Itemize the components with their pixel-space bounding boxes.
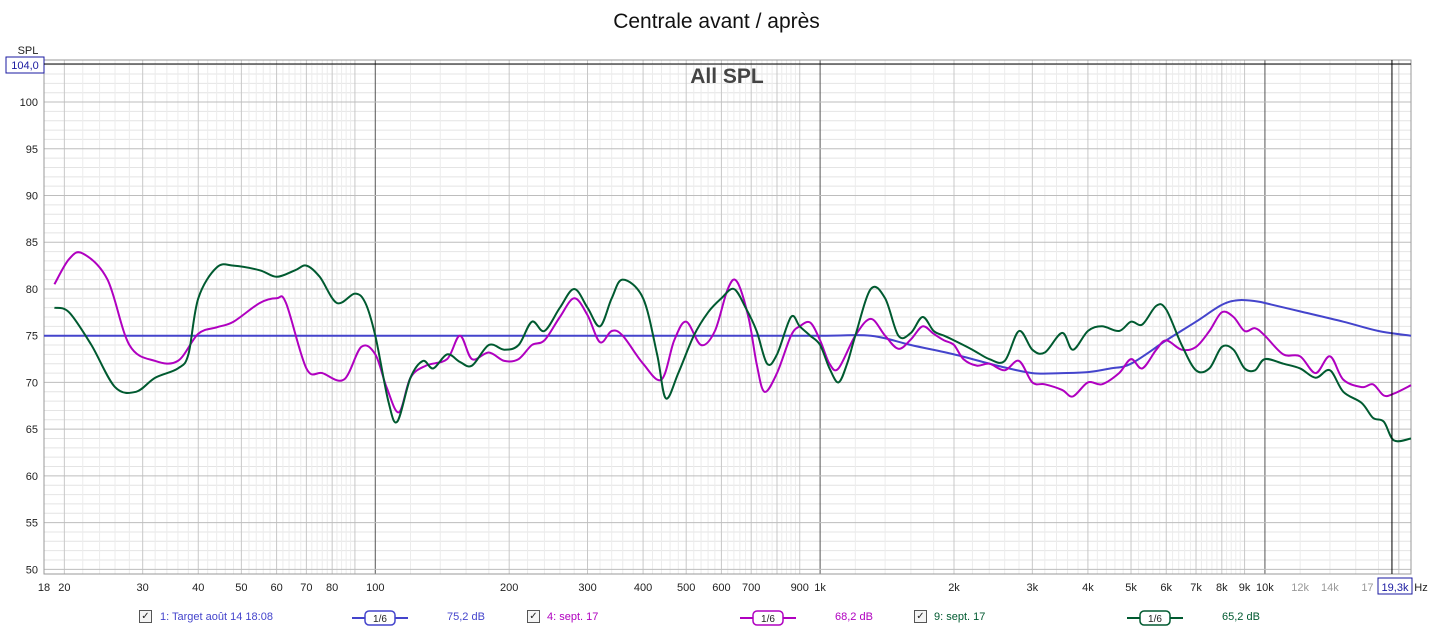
x-tick-label: 7k xyxy=(1190,582,1202,594)
frequency-grid xyxy=(63,60,1400,574)
series-3-smoothing: 1/6 xyxy=(1148,614,1162,625)
x-tick-label: 17 xyxy=(1361,582,1373,594)
x-cursor-value: 19,3k xyxy=(1382,582,1409,594)
y-tick-label: 100 xyxy=(20,97,38,109)
y-tick-label: 50 xyxy=(26,564,38,576)
x-tick-label: 400 xyxy=(634,582,652,594)
series-1-checkbox[interactable]: ✓ xyxy=(139,610,152,623)
x-tick-label: 1k xyxy=(814,582,826,594)
y-axis-label: SPL xyxy=(18,45,39,57)
x-tick-label: 50 xyxy=(235,582,247,594)
x-tick-label: 10k xyxy=(1256,582,1274,594)
y-cursor-readout[interactable]: 104,0 xyxy=(5,56,45,74)
x-tick-label: 2k xyxy=(948,582,960,594)
series-2-smoothing: 1/6 xyxy=(761,614,775,625)
series-line-3 xyxy=(54,263,1412,443)
y-tick-label: 85 xyxy=(26,237,38,249)
x-tick-label: 40 xyxy=(192,582,204,594)
x-tick-label: 600 xyxy=(712,582,730,594)
x-tick-label: 70 xyxy=(300,582,312,594)
series-3-name: 9: sept. 17 xyxy=(934,611,986,623)
x-tick-label: 300 xyxy=(578,582,596,594)
series-1-level: 75,2 dB xyxy=(447,611,485,623)
series-1-smoothing: 1/6 xyxy=(373,614,387,625)
y-cursor-value: 104,0 xyxy=(11,60,39,72)
x-cursor-readout[interactable]: 19,3k xyxy=(1377,577,1413,595)
x-tick-label: 3k xyxy=(1027,582,1039,594)
y-tick-label: 90 xyxy=(26,191,38,203)
x-tick-label: 700 xyxy=(742,582,760,594)
x-tick-label: 8k xyxy=(1216,582,1228,594)
series-line-1 xyxy=(44,299,1412,375)
series-3-checkbox[interactable]: ✓ xyxy=(914,610,927,623)
x-axis-unit: Hz xyxy=(1414,582,1427,594)
x-tick-label: 900 xyxy=(791,582,809,594)
x-tick-label: 30 xyxy=(137,582,149,594)
x-tick-label: 200 xyxy=(500,582,518,594)
chart-title: Centrale avant / après xyxy=(613,10,820,33)
x-tick-label: 80 xyxy=(326,582,338,594)
y-axis-ticks: 50 55 60 65 70 75 80 85 90 95 100 xyxy=(20,97,38,576)
x-tick-label: 5k xyxy=(1125,582,1137,594)
x-tick-label: 6k xyxy=(1160,582,1172,594)
series-1-smoothing-button[interactable]: 1/6 xyxy=(352,609,408,627)
x-tick-label: 60 xyxy=(270,582,282,594)
x-tick-label: 100 xyxy=(366,582,384,594)
y-tick-label: 95 xyxy=(26,144,38,156)
y-tick-label: 60 xyxy=(26,471,38,483)
series-layer xyxy=(44,251,1412,443)
series-2-name: 4: sept. 17 xyxy=(547,611,599,623)
series-3-level: 65,2 dB xyxy=(1222,611,1260,623)
y-tick-label: 75 xyxy=(26,331,38,343)
y-tick-label: 65 xyxy=(26,424,38,436)
x-tick-label: 4k xyxy=(1082,582,1094,594)
graph-label: All SPL xyxy=(690,65,764,88)
x-tick-label: 9k xyxy=(1239,582,1251,594)
y-tick-label: 80 xyxy=(26,284,38,296)
x-axis-ticks: 18 20 30 40 50 60 70 80 100 200 300 400 500 600 700 900… xyxy=(38,582,1374,594)
series-2-smoothing-button[interactable]: 1/6 xyxy=(740,609,796,627)
series-2-checkbox[interactable]: ✓ xyxy=(527,610,540,623)
x-tick-label: 500 xyxy=(677,582,695,594)
x-tick-label: 12k xyxy=(1291,582,1309,594)
x-tick-label: 18 xyxy=(38,582,50,594)
x-tick-label: 14k xyxy=(1321,582,1339,594)
series-2-level: 68,2 dB xyxy=(835,611,873,623)
series-3-smoothing-button[interactable]: 1/6 xyxy=(1127,609,1183,627)
x-tick-label: 20 xyxy=(58,582,70,594)
y-tick-label: 70 xyxy=(26,377,38,389)
y-tick-label: 55 xyxy=(26,518,38,530)
series-line-2 xyxy=(53,251,1412,414)
series-1-name: 1: Target août 14 18:08 xyxy=(160,611,273,623)
plot-frame xyxy=(43,59,1412,575)
